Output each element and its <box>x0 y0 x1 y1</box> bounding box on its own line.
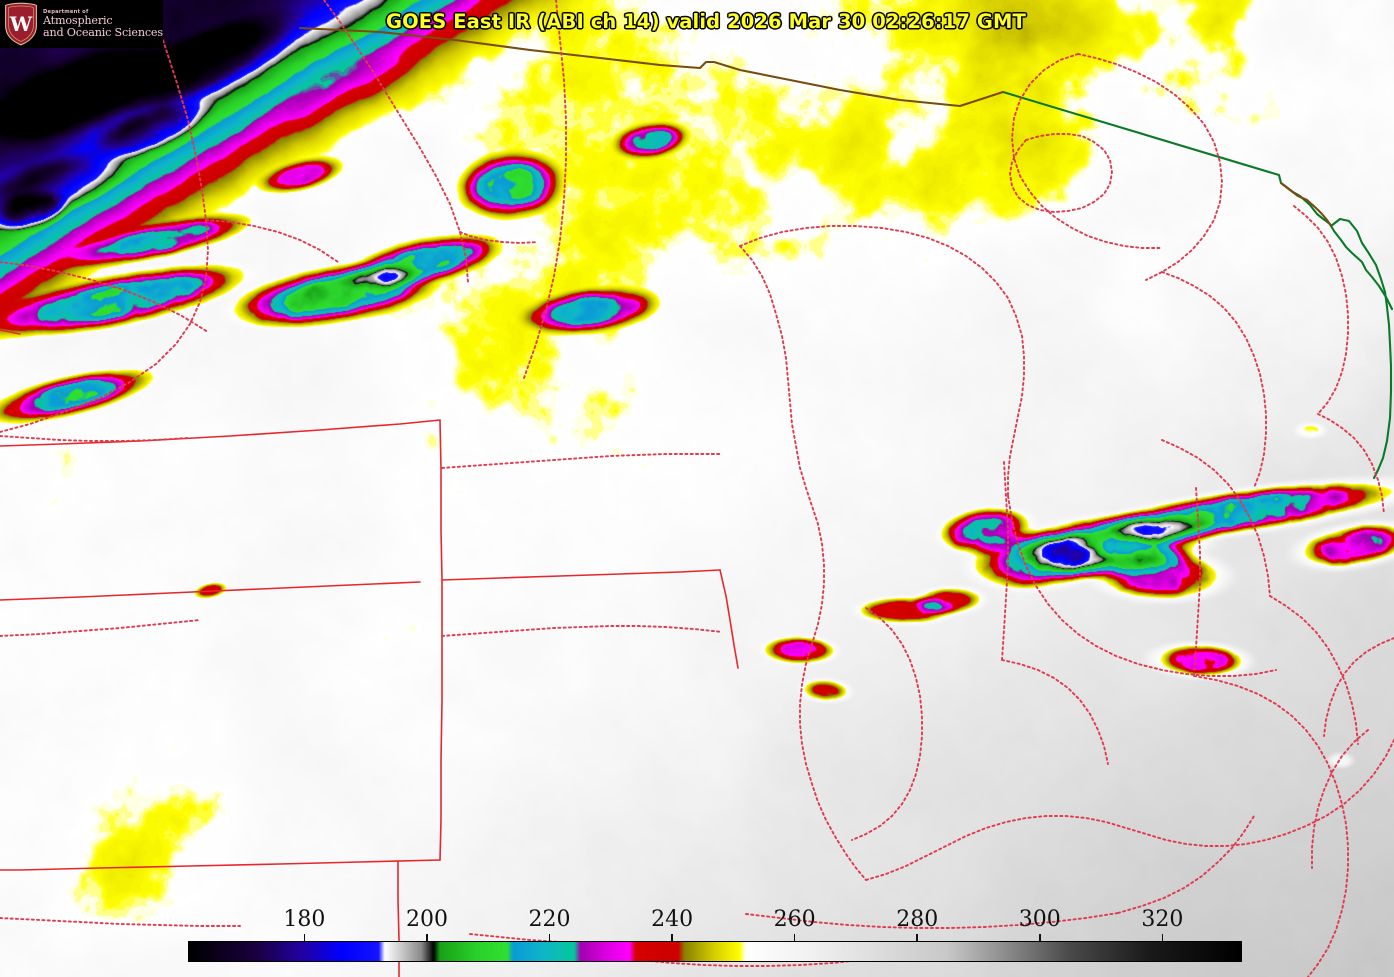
colorbar-tick <box>303 934 306 941</box>
image-title: GOES East IR (ABI ch 14) valid 2026 Mar … <box>386 10 1026 33</box>
colorbar-tick-label: 280 <box>896 907 939 932</box>
colorbar-tick-label: 320 <box>1141 907 1184 932</box>
uw-crest-icon: W <box>5 2 37 46</box>
colorbar-tick <box>426 934 428 941</box>
uw-aos-logo: W Department of Atmospheric and Oceanic … <box>0 0 163 48</box>
logo-line-oceanic-sciences: and Oceanic Sciences <box>43 25 163 39</box>
colorbar-tick-label: 260 <box>773 907 816 932</box>
colorbar-tick <box>671 934 673 941</box>
colorbar-tick <box>793 934 796 941</box>
colorbar-tick-label: 200 <box>405 907 448 932</box>
svg-text:W: W <box>9 12 33 36</box>
colorbar-tick <box>916 934 918 941</box>
colorbar-tick-label: 180 <box>283 907 326 932</box>
colorbar-tick <box>1161 934 1164 941</box>
colorbar-tick-label: 220 <box>528 907 571 932</box>
colorbar-tick-marks <box>188 934 1242 941</box>
colorbar: 180 200 220 240 260 280 300 320 <box>188 907 1242 962</box>
international-border <box>1001 90 1394 480</box>
colorbar-gradient <box>188 941 1242 962</box>
colorbar-tick-label: 300 <box>1018 907 1061 932</box>
colorbar-tick <box>548 934 551 941</box>
logo-department-line: Department of <box>43 8 89 15</box>
colorbar-tick-label: 240 <box>651 907 694 932</box>
logo-line-atmospheric: Atmospheric <box>43 14 113 28</box>
colorbar-tick-labels: 180 200 220 240 260 280 300 320 <box>188 907 1242 935</box>
colorbar-tick <box>1038 934 1041 941</box>
river-border <box>298 26 1333 228</box>
state-borders <box>0 329 739 977</box>
